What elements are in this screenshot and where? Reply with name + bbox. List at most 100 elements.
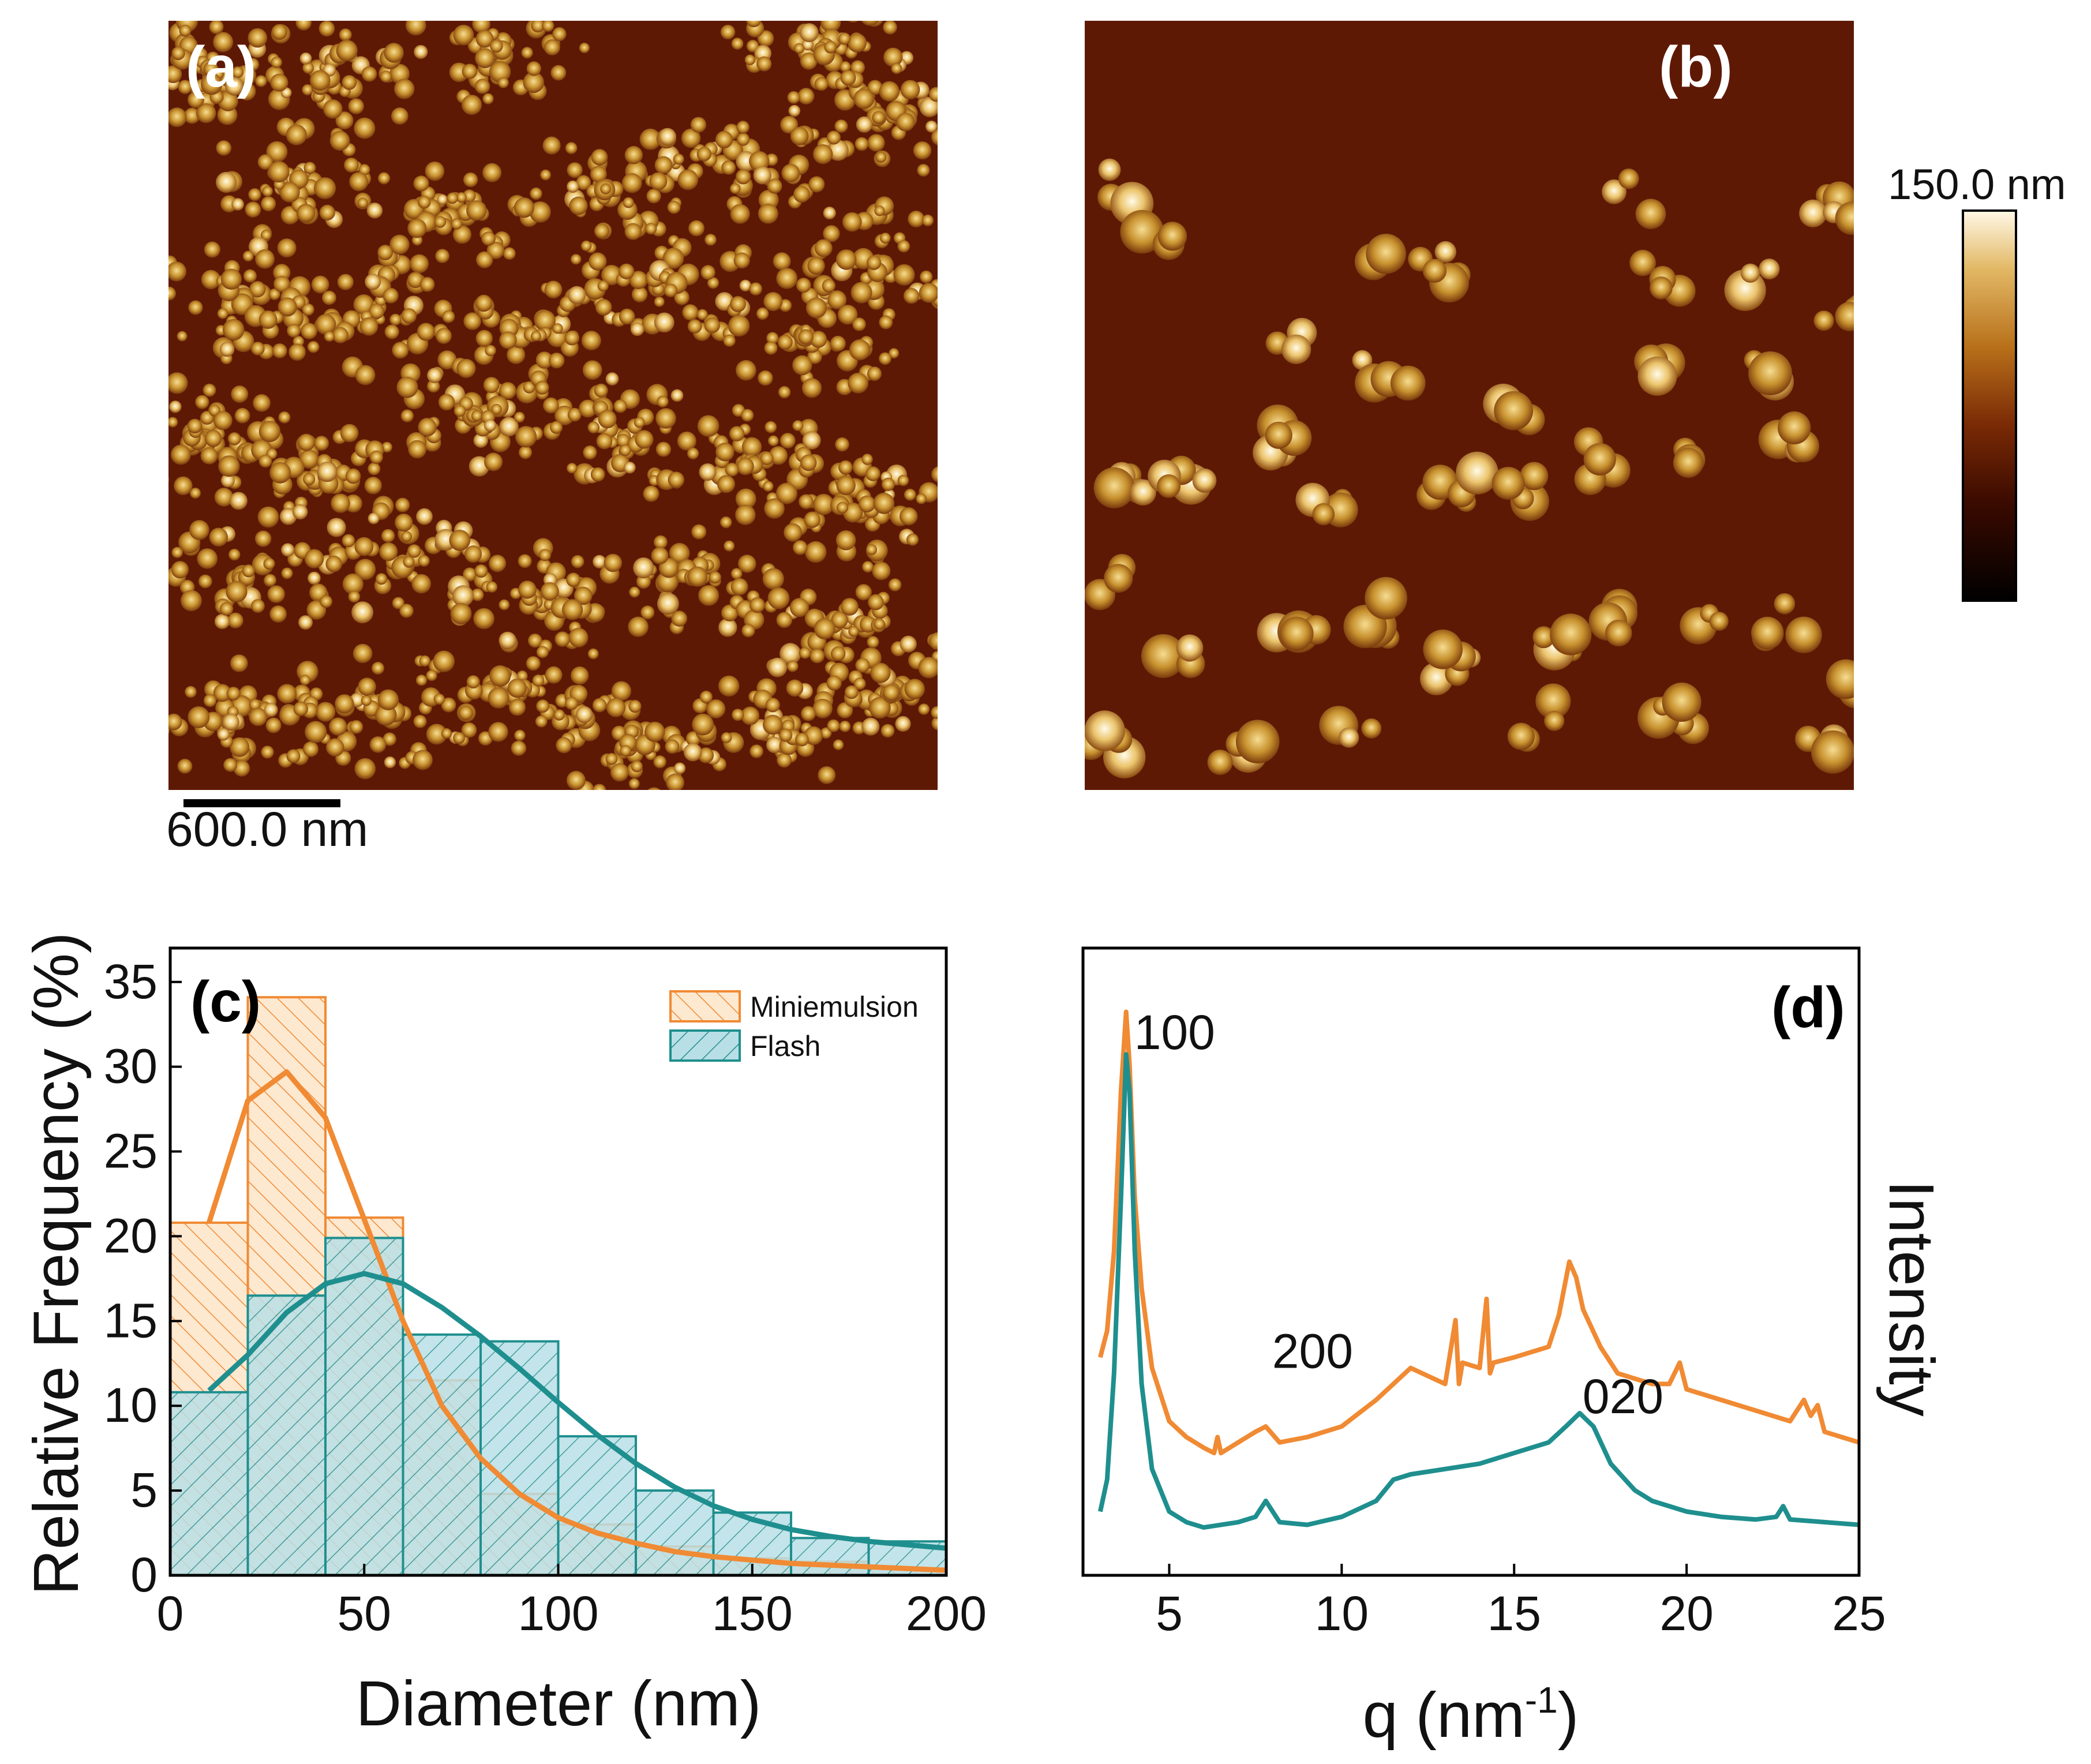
afm-a-particle bbox=[107, 65, 123, 81]
afm-a-particle bbox=[575, 706, 593, 724]
afm-a-particle bbox=[619, 444, 631, 456]
afm-a-particle bbox=[475, 30, 494, 48]
afm-a-particle bbox=[515, 426, 537, 448]
afm-a-particle bbox=[810, 331, 827, 348]
chart-d-xlabel: q (nm-1) bbox=[1363, 1679, 1579, 1751]
afm-a-particle bbox=[853, 677, 866, 690]
afm-a-particle bbox=[463, 567, 477, 582]
afm-a-particle bbox=[834, 119, 848, 133]
afm-a-particle bbox=[655, 441, 671, 457]
afm-a-particle bbox=[226, 580, 248, 602]
afm-a-particle bbox=[835, 530, 856, 550]
xrd-chart: 5 10 15 20 25 100 200 020 (d) q (nm-1) Intensi… bbox=[1081, 946, 1947, 1751]
afm-a-particle bbox=[920, 270, 933, 283]
afm-b-particle bbox=[1799, 199, 1827, 227]
afm-a-particle bbox=[340, 424, 359, 443]
afm-a-particle bbox=[152, 417, 163, 428]
afm-a-particle bbox=[364, 477, 382, 495]
afm-a-particle bbox=[200, 73, 223, 95]
afm-a-particle bbox=[453, 24, 474, 46]
afm-a-particle bbox=[705, 234, 717, 246]
afm-a-particle bbox=[594, 223, 609, 239]
afm-a-particle bbox=[233, 760, 250, 777]
afm-a-particle bbox=[800, 454, 817, 471]
afm-a-particle bbox=[472, 21, 490, 33]
afm-a-particle bbox=[462, 95, 482, 115]
afm-a-particle bbox=[763, 292, 783, 312]
afm-a-particle bbox=[489, 61, 511, 83]
afm-a-particle bbox=[314, 177, 336, 200]
afm-a-particle bbox=[150, 587, 162, 600]
afm-a-particle bbox=[122, 92, 133, 102]
afm-a-particle bbox=[574, 586, 593, 605]
afm-a-particle bbox=[132, 36, 143, 46]
afm-a-particle bbox=[499, 331, 517, 349]
afm-a-particle bbox=[168, 713, 182, 731]
bar-flash-5 bbox=[557, 1435, 637, 1577]
afm-a-particle bbox=[245, 201, 261, 218]
afm-a-particle bbox=[949, 96, 969, 115]
afm-a-particle bbox=[234, 408, 250, 424]
afm-a-particle bbox=[297, 204, 316, 223]
afm-a-particle bbox=[410, 254, 429, 274]
afm-a-particle bbox=[474, 564, 488, 578]
afm-a-particle bbox=[738, 555, 756, 573]
afm-a-particle bbox=[814, 618, 835, 639]
afm-b-particle bbox=[1366, 234, 1406, 274]
afm-a-particle bbox=[758, 203, 778, 224]
afm-a-particle bbox=[931, 706, 938, 719]
colorbar-max-label: 150.0 nm bbox=[1888, 160, 2066, 208]
afm-a-particle bbox=[556, 737, 572, 754]
afm-a-particle bbox=[845, 685, 859, 699]
afm-a-particle bbox=[566, 770, 586, 790]
afm-a-particle bbox=[509, 699, 526, 716]
afm-b-particle bbox=[1709, 612, 1729, 631]
afm-a-particle bbox=[476, 251, 493, 268]
afm-a-particle bbox=[765, 421, 777, 433]
afm-a-particle bbox=[413, 750, 433, 770]
afm-a-particle bbox=[250, 342, 265, 355]
afm-a-particle bbox=[720, 516, 732, 529]
afm-b-particle bbox=[1085, 710, 1125, 751]
afm-a-particle bbox=[209, 21, 224, 35]
afm-a-particle bbox=[391, 107, 409, 125]
bar-flash-1 bbox=[246, 1294, 327, 1577]
afm-a-particle bbox=[499, 417, 519, 437]
afm-a-particle bbox=[587, 648, 599, 660]
afm-a-particle bbox=[518, 580, 537, 599]
x-tick-label: 20 bbox=[1659, 1586, 1713, 1641]
afm-a-particle bbox=[154, 593, 166, 605]
afm-a-particle bbox=[171, 561, 189, 579]
afm-a-particle bbox=[698, 747, 714, 763]
afm-b-particle bbox=[1141, 634, 1185, 678]
afm-a-particle bbox=[643, 485, 659, 502]
afm-a-particle bbox=[302, 62, 314, 74]
afm-a-particle bbox=[820, 21, 841, 33]
afm-a-particle bbox=[293, 701, 308, 716]
chart-c-ylabel: Relative Frequency (%) bbox=[21, 932, 92, 1595]
afm-a-particle bbox=[900, 635, 917, 653]
afm-a-particle bbox=[483, 377, 500, 394]
afm-a-particle bbox=[620, 745, 632, 756]
afm-a-particle bbox=[687, 319, 702, 334]
afm-a-particle bbox=[595, 299, 612, 316]
afm-a-particle bbox=[567, 463, 578, 474]
afm-a-particle bbox=[407, 544, 421, 558]
afm-a-particle bbox=[146, 314, 162, 331]
afm-b-particle bbox=[1281, 334, 1311, 365]
afm-a-particle bbox=[835, 437, 849, 452]
afm-a-particle bbox=[736, 360, 756, 381]
afm-a-particle bbox=[499, 599, 510, 611]
afm-a-particle bbox=[523, 72, 544, 93]
afm-a-particle bbox=[583, 445, 597, 460]
afm-a-particle bbox=[696, 147, 711, 162]
afm-a-particle bbox=[213, 411, 233, 430]
afm-a-particle bbox=[565, 142, 578, 155]
afm-a-particle bbox=[794, 43, 804, 54]
afm-a-particle bbox=[668, 471, 685, 488]
afm-a-particle bbox=[810, 648, 825, 664]
afm-a-particle bbox=[767, 178, 782, 194]
afm-a-particle bbox=[209, 527, 228, 547]
afm-a-particle bbox=[735, 504, 756, 525]
afm-a-particle bbox=[767, 657, 788, 677]
